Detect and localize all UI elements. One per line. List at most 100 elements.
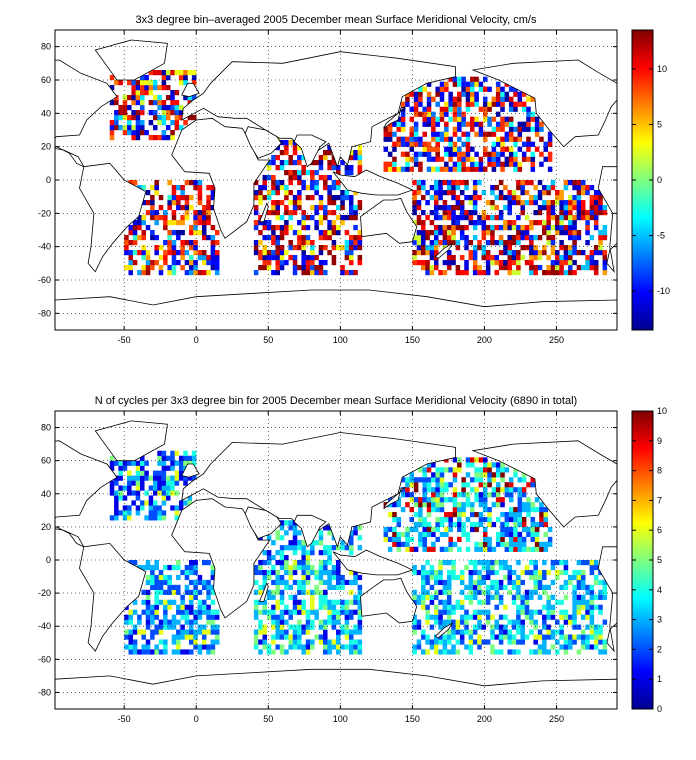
bin-cell: [435, 482, 440, 488]
bin-cell: [485, 265, 491, 271]
bin-cell: [118, 495, 123, 501]
bin-cell: [433, 609, 439, 615]
bin-cell: [310, 604, 315, 610]
bin-cell: [421, 220, 426, 226]
bin-cell: [433, 210, 439, 216]
bin-cell: [485, 609, 491, 615]
bin-cell: [262, 644, 268, 650]
bin-cell: [297, 220, 302, 226]
bin-cell: [461, 91, 466, 97]
bin-cell: [452, 472, 458, 478]
bin-cell: [310, 624, 315, 630]
bin-cell: [568, 195, 573, 201]
bin-cell: [318, 250, 324, 256]
bin-cell: [152, 505, 158, 511]
bin-cell: [214, 265, 220, 271]
bin-cell: [444, 482, 449, 488]
bin-cell: [444, 136, 449, 142]
bin-cell: [158, 619, 164, 625]
bin-cell: [357, 165, 363, 171]
bin-cell: [448, 96, 453, 102]
bin-cell: [154, 614, 159, 620]
bin-cell: [568, 265, 573, 271]
bin-cell: [301, 584, 306, 590]
bin-cell: [555, 629, 560, 635]
bin-cell: [537, 205, 543, 211]
bin-cell: [305, 555, 311, 561]
bin-cell: [452, 161, 458, 167]
bin-cell: [148, 120, 154, 126]
bin-cell: [568, 205, 573, 211]
bin-cell: [184, 619, 190, 625]
bin-cell: [589, 260, 595, 266]
bin-cell: [465, 502, 471, 508]
bin-cell: [171, 649, 177, 655]
bin-cell: [292, 260, 298, 266]
bin-cell: [507, 255, 512, 261]
bin-cell: [444, 81, 449, 87]
bin-cell: [438, 614, 443, 620]
bin-cell: [555, 574, 560, 581]
bin-cell: [127, 95, 132, 101]
bin-cell: [439, 497, 445, 503]
bin-cell: [183, 120, 188, 126]
bin-cell: [576, 180, 582, 186]
bin-cell: [140, 75, 145, 81]
bin-cell: [500, 161, 505, 167]
bin-cell: [158, 599, 164, 605]
bin-cell: [500, 536, 505, 542]
bin-cell: [542, 220, 547, 226]
bin-cell: [171, 564, 177, 571]
bin-cell: [429, 624, 435, 630]
bin-cell: [431, 492, 436, 498]
bin-cell: [409, 546, 415, 552]
bin-cell: [348, 639, 354, 645]
bin-cell: [118, 470, 123, 476]
bin-cell: [435, 156, 440, 162]
bin-cell: [461, 531, 466, 538]
bin-cell: [288, 540, 293, 546]
bin-cell: [284, 530, 289, 536]
bin-cell: [158, 589, 164, 595]
bin-cell: [266, 649, 272, 655]
bin-cell: [253, 639, 259, 645]
bin-cell: [318, 639, 324, 645]
bin-cell: [474, 116, 479, 122]
bin-cell: [543, 516, 549, 523]
bin-cell: [576, 205, 582, 211]
bin-cell: [508, 101, 514, 107]
bin-cell: [539, 136, 544, 142]
bin-cell: [413, 141, 419, 147]
bin-cell: [180, 230, 185, 236]
bin-cell: [279, 614, 285, 620]
bin-cell: [550, 240, 556, 246]
bin-cell: [271, 225, 276, 231]
bin-cell: [425, 260, 430, 266]
bin-cell: [114, 490, 119, 496]
bin-cell: [157, 515, 162, 521]
bin-cell: [266, 614, 272, 620]
bin-cell: [413, 91, 419, 97]
bin-cell: [451, 604, 456, 610]
bin-cell: [524, 569, 530, 576]
bin-cell: [452, 126, 458, 132]
bin-cell: [507, 639, 512, 645]
bin-cell: [275, 265, 280, 271]
bin-cell: [348, 195, 354, 201]
bin-cell: [465, 497, 471, 503]
bin-cell: [465, 141, 471, 147]
bin-cell: [598, 594, 603, 600]
bin-cell: [348, 609, 354, 615]
bin-cell: [297, 155, 302, 161]
bin-cell: [451, 649, 456, 655]
bin-cell: [135, 90, 141, 96]
bin-cell: [500, 96, 505, 102]
bin-cell: [279, 235, 285, 241]
bin-cell: [418, 86, 423, 92]
bin-cell: [507, 195, 512, 201]
bin-cell: [327, 210, 332, 216]
bin-cell: [131, 80, 136, 86]
bin-cell: [487, 511, 492, 518]
bin-cell: [477, 624, 482, 630]
bin-cell: [161, 135, 167, 141]
